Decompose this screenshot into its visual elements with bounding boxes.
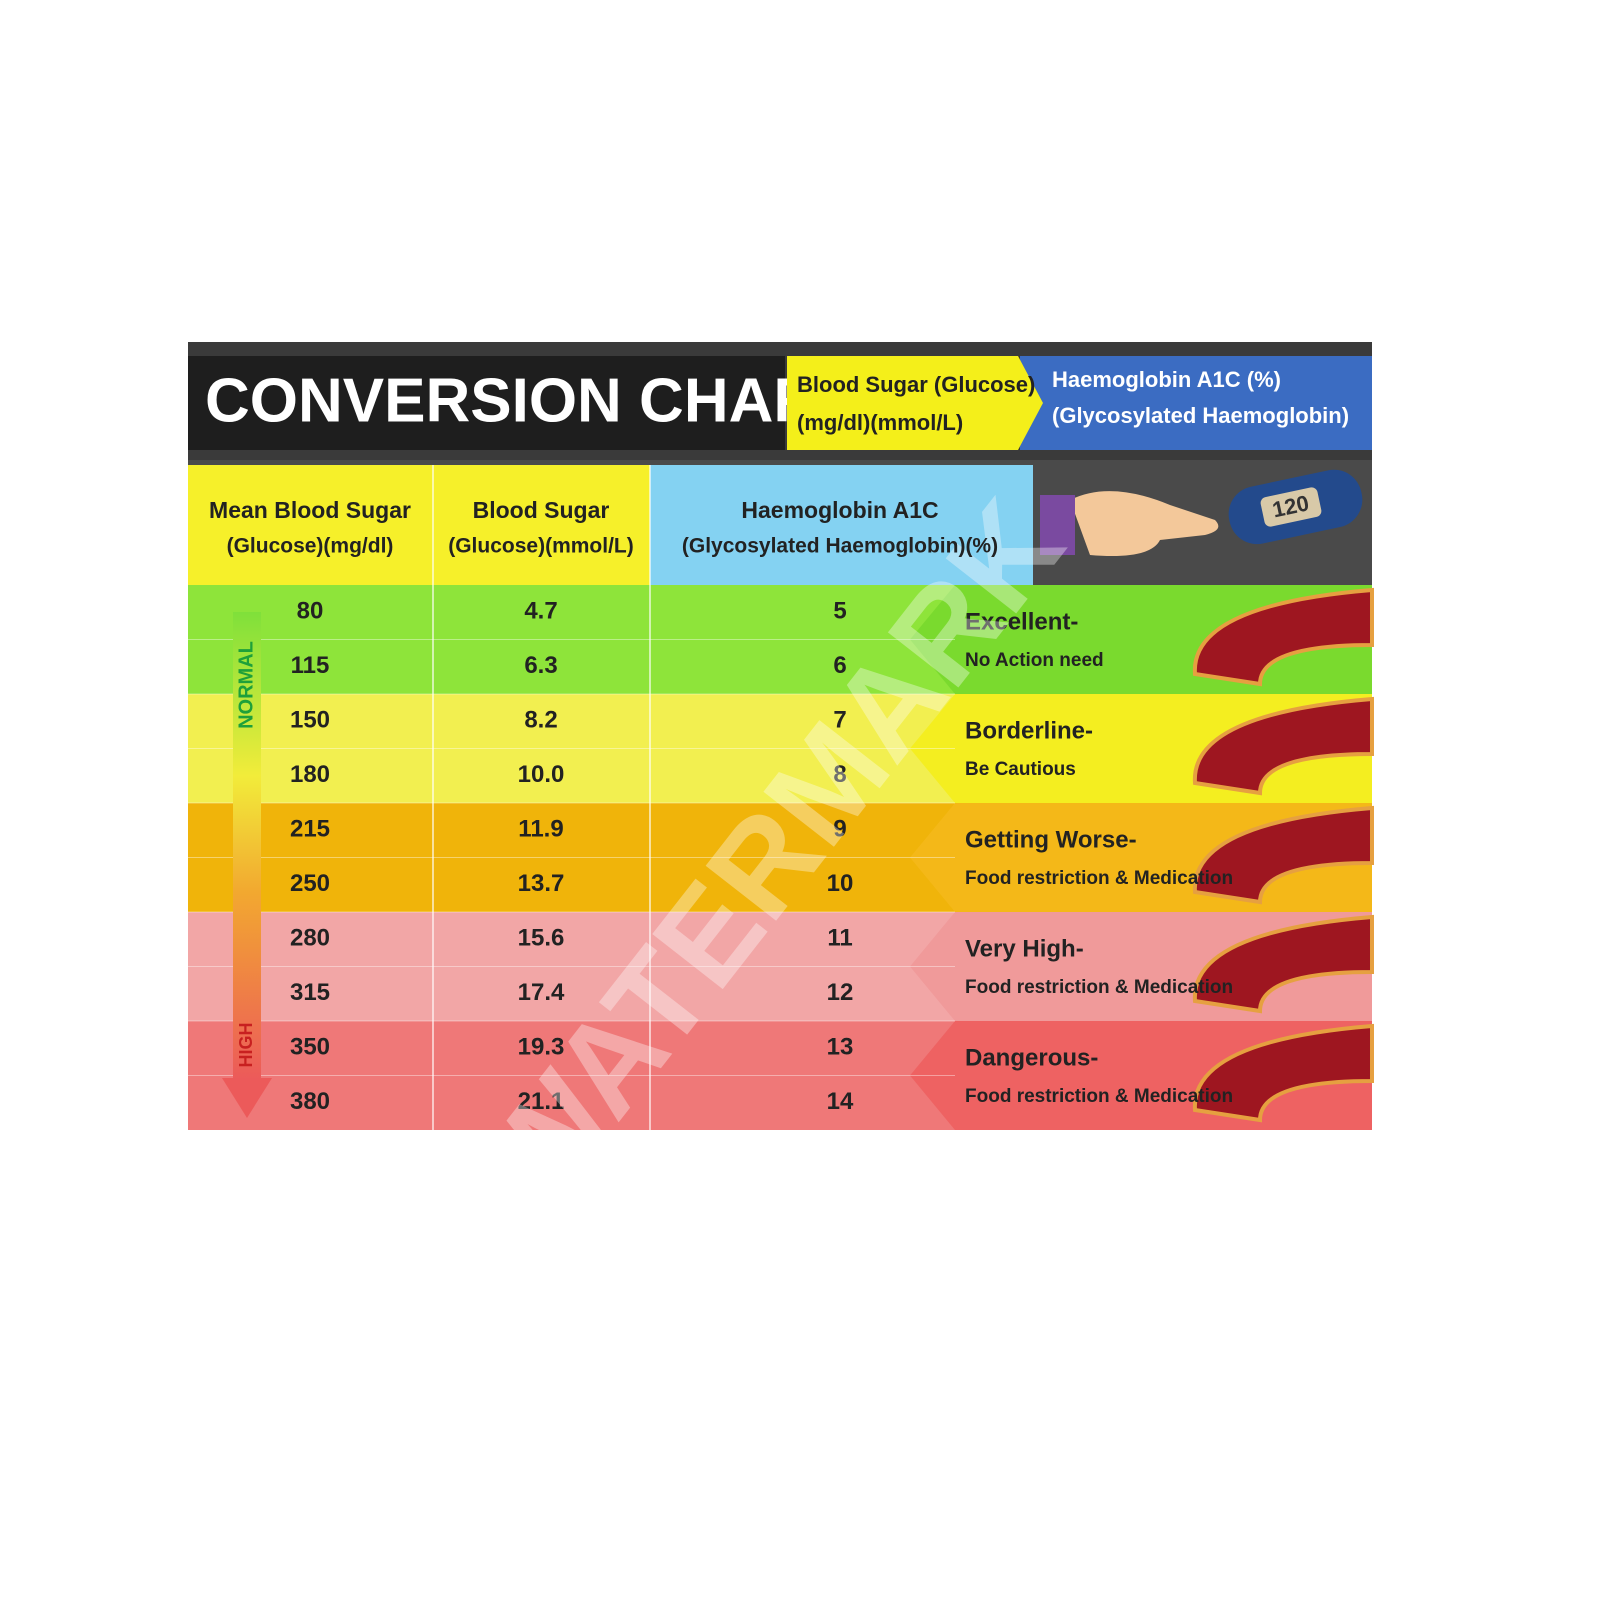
table-cell: 80	[297, 598, 324, 625]
column-header-cell	[188, 465, 433, 585]
tag-text: Blood Sugar (Glucose)	[797, 372, 1035, 397]
category-note: Food restriction & Medication	[965, 977, 1233, 998]
table-cell: 11	[827, 925, 852, 952]
tag-blue	[1020, 356, 1372, 450]
table-cell: 21.1	[518, 1088, 565, 1115]
tag-text: (Glycosylated Haemoglobin)	[1052, 403, 1349, 428]
table-cell: 150	[290, 707, 330, 734]
category-note: Food restriction & Medication	[965, 1086, 1233, 1107]
table-cell: 280	[290, 925, 330, 952]
table-cell: 13.7	[518, 870, 565, 897]
table-cell: 380	[290, 1088, 330, 1115]
table-cell: 6	[833, 652, 846, 679]
table-cell: 15.6	[518, 925, 565, 952]
tag-text: (mg/dl)(mmol/L)	[797, 410, 963, 435]
vessel	[1192, 1023, 1374, 1123]
scale-label: HIGH	[236, 1023, 256, 1068]
vessel	[1192, 587, 1374, 687]
column-header: Haemoglobin A1C	[741, 497, 938, 523]
table-cell: 9	[833, 816, 846, 843]
vessel	[1192, 805, 1374, 905]
category-note: Be Cautious	[965, 759, 1076, 780]
table-cell: 17.4	[518, 979, 565, 1006]
table-cell: 10.0	[518, 761, 565, 788]
scale: NORMAL HIGH	[222, 612, 272, 1118]
vessel	[1192, 914, 1374, 1014]
table-cell: 350	[290, 1034, 330, 1061]
title: CONVERSION CHART	[205, 366, 856, 435]
table-cell: 8	[833, 761, 846, 788]
table-cell: 14	[827, 1088, 854, 1115]
sleeve	[1040, 495, 1075, 555]
table-cell: 10	[827, 870, 854, 897]
table-cell: 215	[290, 816, 330, 843]
tag-text: Haemoglobin A1C (%)	[1052, 367, 1281, 392]
table-cell: 4.7	[524, 598, 557, 625]
category-note: No Action need	[965, 650, 1104, 671]
finger	[1070, 491, 1219, 556]
category-title: Excellent-	[965, 608, 1078, 635]
category-title: Very High-	[965, 935, 1084, 962]
scale-bar	[233, 612, 261, 1080]
table-cell: 180	[290, 761, 330, 788]
bands: Excellent- No Action need Borderline- Be Ca…	[188, 465, 1374, 1130]
table-cell: 115	[291, 652, 330, 679]
column-header: Mean Blood Sugar	[209, 497, 411, 523]
vessel	[1192, 696, 1374, 796]
table-cell: 250	[290, 870, 330, 897]
column-header: (Glycosylated Haemoglobin)(%)	[682, 535, 998, 558]
column-header: (Glucose)(mg/dl)	[227, 535, 394, 558]
column-header: Blood Sugar	[473, 497, 610, 523]
table-cell: 11.9	[518, 816, 563, 843]
category-note: Food restriction & Medication	[965, 868, 1233, 889]
category-title: Borderline-	[965, 717, 1093, 744]
table-cell: 6.3	[524, 652, 557, 679]
meter-illustration: 120	[1040, 469, 1363, 556]
table-cell: 19.3	[518, 1034, 565, 1061]
table-cell: 13	[827, 1034, 854, 1061]
table-cell: 12	[827, 979, 854, 1006]
title-box	[188, 356, 785, 450]
table-cell: 315	[290, 979, 330, 1006]
table-cell: 8.2	[524, 707, 557, 734]
table-cell: 7	[833, 707, 846, 734]
tag-yellow	[787, 356, 1043, 450]
meter-screen	[1260, 487, 1322, 527]
scale-arrow	[222, 1078, 272, 1118]
scale-label: NORMAL	[235, 641, 257, 729]
column-header-cell	[433, 465, 650, 585]
table-cell: 5	[833, 598, 846, 625]
category-title: Getting Worse-	[965, 826, 1137, 853]
category-title: Dangerous-	[965, 1044, 1098, 1071]
column-header: (Glucose)(mmol/L)	[448, 535, 634, 558]
column-header-cell	[650, 465, 1033, 585]
